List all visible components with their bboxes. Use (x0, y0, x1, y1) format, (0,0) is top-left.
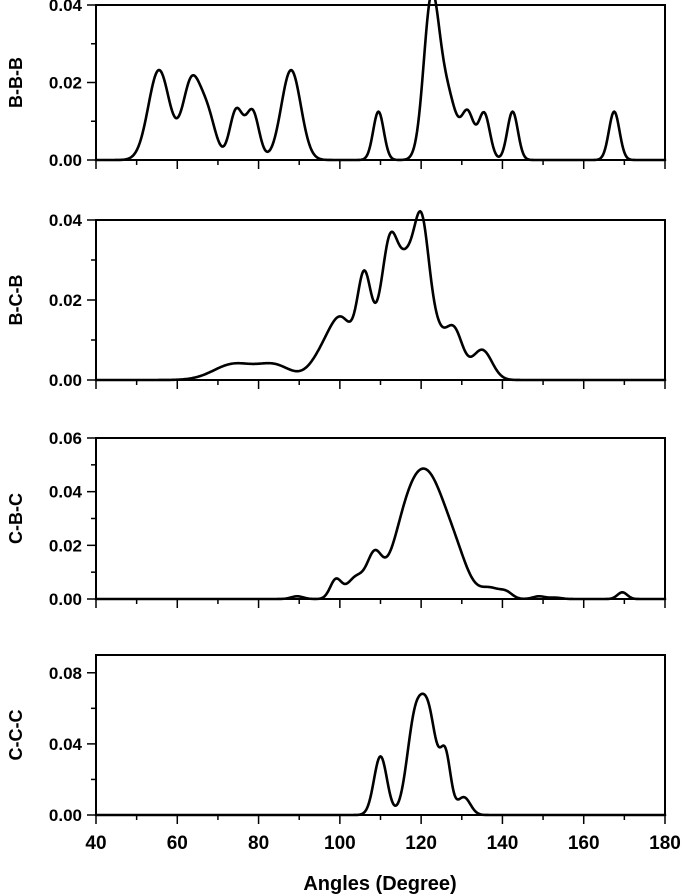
x-tick-label: 160 (568, 833, 600, 854)
y-axis-label: C-B-C (6, 493, 26, 544)
y-tick-label: 0.04 (49, 735, 83, 754)
y-tick-label: 0.08 (49, 664, 82, 683)
y-axis-label: B-C-B (6, 275, 26, 326)
y-tick-label: 0.04 (49, 0, 83, 15)
panel-bcb: 0.00 0.02 0.04 B-C-B (6, 209, 667, 390)
y-tick-label: 0.00 (49, 371, 82, 390)
x-tick-label: 140 (487, 833, 519, 854)
plot-frame (95, 219, 666, 381)
series-line (94, 467, 667, 601)
x-tick-label: 40 (85, 833, 106, 854)
x-tick-label: 120 (405, 833, 437, 854)
y-tick-label: 0.04 (49, 211, 83, 230)
series-line (94, 0, 667, 162)
y-axis-label: C-C-C (6, 710, 26, 761)
series-line (94, 209, 667, 382)
x-tick-label: 60 (167, 833, 188, 854)
y-tick-label: 0.00 (49, 806, 82, 825)
y-tick-label: 0.00 (49, 151, 82, 170)
x-tick-label: 180 (649, 833, 681, 854)
y-tick-label: 0.02 (49, 536, 82, 555)
y-axis-label: B-B-B (6, 57, 26, 108)
plot-frame (95, 437, 666, 600)
x-tick-label: 100 (324, 833, 356, 854)
x-tick-label: 80 (248, 833, 269, 854)
y-tick-label: 0.00 (49, 590, 82, 609)
panel-cbc: 0.00 0.02 0.04 0.06 C-B-C (6, 429, 667, 609)
panel-ccc: 0.00 0.04 0.08 C-C-C (6, 654, 667, 825)
x-axis-label: Angles (Degree) (303, 873, 456, 895)
y-tick-label: 0.02 (49, 74, 82, 93)
y-tick-label: 0.02 (49, 291, 82, 310)
panel-bbb: 0.00 0.02 0.04 B-B-B (6, 0, 667, 170)
y-tick-label: 0.06 (49, 429, 82, 448)
x-axis-tick-labels: 40 60 80 100 120 140 160 180 (85, 833, 680, 854)
plot-frame (95, 654, 666, 816)
series-line (94, 692, 667, 817)
y-tick-label: 0.04 (49, 483, 83, 502)
plot-frame (95, 4, 666, 161)
